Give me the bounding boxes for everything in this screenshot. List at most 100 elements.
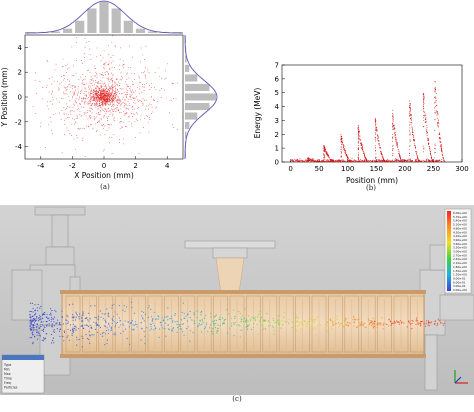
energy-point (392, 117, 394, 119)
beam-particle (177, 326, 179, 328)
energy-point (375, 147, 377, 149)
beam-particle (253, 323, 255, 325)
beam-particle (183, 317, 185, 319)
energy-point (358, 159, 360, 161)
particle-point (111, 87, 113, 89)
energy-point (427, 137, 429, 139)
particle-point (123, 63, 125, 65)
particle-point (102, 110, 104, 111)
energy-point (377, 138, 378, 140)
particle-point (104, 134, 106, 136)
particle-point (74, 92, 76, 94)
particle-point (108, 107, 110, 109)
particle-point (69, 111, 71, 113)
beam-particle (302, 324, 304, 326)
y-axis-ticks: 420-2-4 (15, 44, 28, 151)
beam-particle (259, 322, 261, 324)
particle-point (124, 94, 126, 96)
beam-particle (150, 328, 153, 330)
particle-point (113, 94, 114, 96)
particle-point (173, 98, 175, 100)
particle-point (95, 68, 97, 69)
particle-point (103, 148, 105, 150)
particle-point (63, 93, 65, 95)
legend-label: 0.00e+00 (453, 288, 467, 292)
particle-point (90, 101, 91, 103)
energy-point (367, 161, 369, 163)
particle-point (69, 90, 71, 92)
particle-point (73, 123, 75, 125)
energy-point (425, 118, 427, 120)
beam-particle (217, 328, 219, 330)
particle-point (133, 101, 135, 103)
beam-particle (180, 319, 182, 321)
energy-point (310, 159, 312, 161)
energy-point (392, 137, 393, 138)
beam-particle (234, 322, 236, 324)
beam-particle (411, 322, 413, 325)
energy-point (357, 155, 359, 157)
energy-point (340, 135, 342, 137)
energy-point (357, 125, 359, 127)
particle-point (102, 103, 103, 104)
particle-point (110, 103, 112, 105)
beam-particle (310, 319, 313, 321)
energy-point (323, 156, 325, 158)
beam-particle (395, 320, 398, 322)
beam-particle (53, 329, 55, 331)
energy-point (375, 128, 377, 130)
beam-particle (84, 324, 86, 326)
energy-point (375, 124, 376, 126)
beam-particle (233, 335, 235, 337)
energy-point (360, 139, 362, 141)
particle-point (91, 102, 93, 104)
particle-point (112, 105, 113, 107)
beam-particle (110, 328, 112, 330)
beam-particle (193, 312, 195, 314)
energy-point (328, 157, 330, 159)
particle-point (80, 93, 81, 94)
energy-point (326, 152, 328, 154)
particle-point (89, 82, 91, 84)
energy-point (359, 161, 361, 162)
beam-particle (307, 321, 309, 323)
beam-particle (49, 314, 51, 316)
particle-point (112, 110, 114, 112)
particle-point (145, 45, 147, 47)
energy-point (412, 161, 414, 162)
particle-point (132, 116, 133, 117)
energy-point (378, 161, 380, 163)
beam-particle (216, 332, 218, 334)
beam-particle (179, 325, 181, 327)
beam-particle (240, 317, 242, 319)
beam-particle (148, 305, 150, 307)
beam-particle (123, 305, 125, 307)
beam-particle (209, 327, 211, 329)
energy-point (352, 161, 354, 162)
energy-point (430, 159, 432, 161)
particle-point (124, 103, 126, 105)
particle-point (182, 61, 184, 63)
energy-point (437, 124, 439, 126)
particle-point (79, 128, 81, 130)
x-tick-label: 200 (398, 165, 411, 173)
particle-point (66, 117, 68, 119)
beam-particle (358, 318, 360, 320)
beam-particle (75, 311, 77, 313)
particle-point (102, 93, 104, 95)
energy-point (376, 161, 378, 163)
particle-point (63, 112, 65, 114)
beam-particle (174, 321, 176, 323)
particle-point (138, 100, 140, 102)
right-hist-bar (185, 64, 190, 72)
beam-particle (81, 321, 83, 323)
energy-point (424, 114, 426, 116)
beam-particle (347, 325, 349, 327)
particle-point (147, 69, 149, 71)
particle-point (97, 86, 99, 88)
accelerating-tube (60, 290, 426, 358)
energy-point (374, 161, 376, 163)
particle-point (164, 78, 166, 80)
beam-particle (364, 326, 366, 328)
particle-point (42, 87, 44, 89)
